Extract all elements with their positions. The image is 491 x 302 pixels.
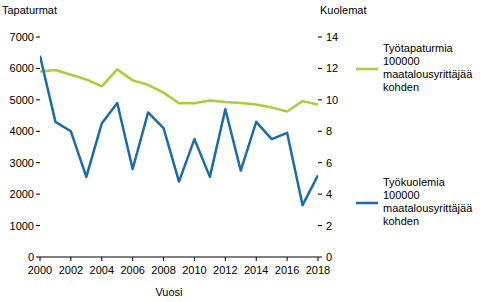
y2-tick xyxy=(318,162,322,163)
x-tick-label: 2014 xyxy=(244,264,268,276)
x-tick-label: 2006 xyxy=(120,264,144,276)
legend-line: maatalousyrittäjää xyxy=(383,202,473,214)
x-tick xyxy=(256,257,257,261)
y-tick-label: 1000 xyxy=(10,220,34,232)
y2-tick xyxy=(318,99,322,100)
legend-line: Työkuolemia xyxy=(383,176,446,188)
y-tick-label: 5000 xyxy=(10,94,34,106)
x-tick xyxy=(194,257,195,261)
y-tick xyxy=(36,131,40,132)
chart: 0 1000 2000 3000 4000 5000 6000 7000 0 2 4 6 8 10 12 14… xyxy=(0,0,491,302)
y2-tick-label: 10 xyxy=(326,94,338,106)
x-tick xyxy=(225,257,226,261)
legend-line: kohden xyxy=(383,81,419,93)
legend-key xyxy=(356,202,378,205)
y-tick-label: 4000 xyxy=(10,125,34,137)
x-tick-label: 2004 xyxy=(90,264,114,276)
y2-tick xyxy=(318,37,322,38)
y-tick xyxy=(36,37,40,38)
plot-area xyxy=(40,56,318,205)
y-tick-label: 2000 xyxy=(10,188,34,200)
series-line xyxy=(40,56,318,205)
y2-tick-label: 6 xyxy=(326,157,332,169)
y2-tick-label: 14 xyxy=(326,31,338,43)
series-line xyxy=(40,69,318,111)
x-tick-label: 2010 xyxy=(182,264,206,276)
legend-key xyxy=(356,68,378,71)
x-tick-label: 2008 xyxy=(151,264,175,276)
y2-tick xyxy=(318,225,322,226)
y2-tick-label: 0 xyxy=(326,251,332,263)
y-tick xyxy=(36,194,40,195)
y2-tick xyxy=(318,68,322,69)
y-tick xyxy=(36,257,40,258)
y-tick xyxy=(36,99,40,100)
legend-label: Työtapaturmia100000maatalousyrittäjääkoh… xyxy=(383,42,473,93)
y-tick-label: 7000 xyxy=(10,31,34,43)
legend-line: 100000 xyxy=(383,55,420,67)
y2-tick-label: 2 xyxy=(326,220,332,232)
x-tick xyxy=(287,257,288,261)
y2-tick-label: 8 xyxy=(326,125,332,137)
y-tick-label: 3000 xyxy=(10,157,34,169)
x-tick-label: 2012 xyxy=(213,264,237,276)
x-tick-label: 2002 xyxy=(59,264,83,276)
legend-label: Työkuolemia100000maatalousyrittäjääkohde… xyxy=(383,176,473,227)
x-axis xyxy=(40,257,318,258)
x-axis-title: Vuosi xyxy=(155,286,182,298)
y-tick-label: 6000 xyxy=(10,62,34,74)
x-tick-label: 2000 xyxy=(28,264,52,276)
x-tick-label: 2018 xyxy=(306,264,330,276)
x-tick-label: 2016 xyxy=(275,264,299,276)
legend-line: Työtapaturmia xyxy=(383,42,454,54)
x-tick xyxy=(101,257,102,261)
y2-tick xyxy=(318,194,322,195)
x-tick xyxy=(70,257,71,261)
x-tick xyxy=(163,257,164,261)
x-tick xyxy=(318,257,319,261)
y2-axis-title: Kuolemat xyxy=(320,4,366,16)
legend-line: kohden xyxy=(383,215,419,227)
y-tick-label: 0 xyxy=(28,251,34,263)
legend-line: maatalousyrittäjää xyxy=(383,68,473,80)
y2-tick xyxy=(318,257,322,258)
y-tick xyxy=(36,225,40,226)
x-tick xyxy=(132,257,133,261)
y2-tick-label: 12 xyxy=(326,62,338,74)
legend-line: 100000 xyxy=(383,189,420,201)
y-tick xyxy=(36,68,40,69)
y-axis-title: Tapaturmat xyxy=(2,4,57,16)
x-tick xyxy=(40,257,41,261)
y2-tick-label: 4 xyxy=(326,188,332,200)
y2-tick xyxy=(318,131,322,132)
y-tick xyxy=(36,162,40,163)
